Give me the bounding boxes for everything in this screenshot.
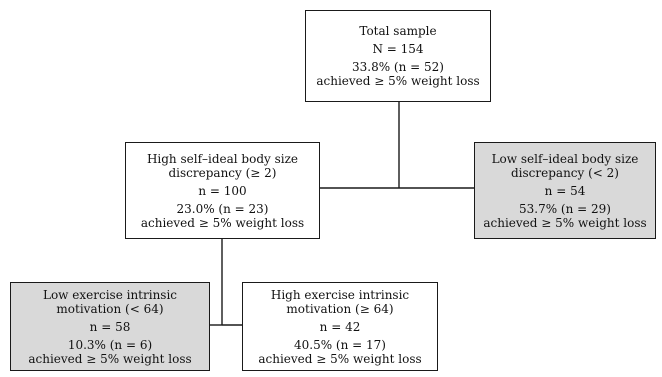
node-percentage: 23.0% (n = 23)	[176, 201, 269, 216]
node-outcome: achieved ≥ 5% weight loss	[483, 215, 647, 230]
node-title: Total sample	[359, 24, 437, 38]
node-percentage: 40.5% (n = 17)	[294, 337, 386, 352]
node-percentage: 53.7% (n = 29)	[519, 201, 611, 216]
node-title: High exercise intrinsic motivation (≥ 64…	[270, 287, 410, 316]
node-sample-size: n = 100	[198, 183, 247, 198]
node-outcome: achieved ≥ 5% weight loss	[316, 74, 480, 88]
node-total-sample: Total sample N = 154 33.8% (n = 52) achi…	[305, 10, 491, 102]
node-title: Low exercise intrinsic motivation (< 64)	[42, 287, 178, 316]
node-percentage: 33.8% (n = 52)	[352, 60, 444, 74]
node-outcome: achieved ≥ 5% weight loss	[258, 351, 422, 366]
node-percentage: 10.3% (n = 6)	[67, 337, 153, 352]
node-outcome: achieved ≥ 5% weight loss	[140, 215, 305, 230]
node-sample-size: N = 154	[372, 42, 424, 56]
node-sample-size: n = 42	[319, 319, 361, 334]
node-high-discrepancy: High self–ideal body size discrepancy (≥…	[125, 142, 320, 239]
node-low-exercise-motivation: Low exercise intrinsic motivation (< 64)…	[10, 282, 210, 371]
node-title: Low self–ideal body size discrepancy (< …	[491, 151, 639, 180]
node-sample-size: n = 54	[544, 183, 586, 198]
node-title: High self–ideal body size discrepancy (≥…	[146, 151, 299, 180]
node-low-discrepancy: Low self–ideal body size discrepancy (< …	[474, 142, 656, 239]
node-high-exercise-motivation: High exercise intrinsic motivation (≥ 64…	[242, 282, 438, 371]
node-outcome: achieved ≥ 5% weight loss	[28, 351, 192, 366]
node-sample-size: n = 58	[89, 319, 131, 334]
